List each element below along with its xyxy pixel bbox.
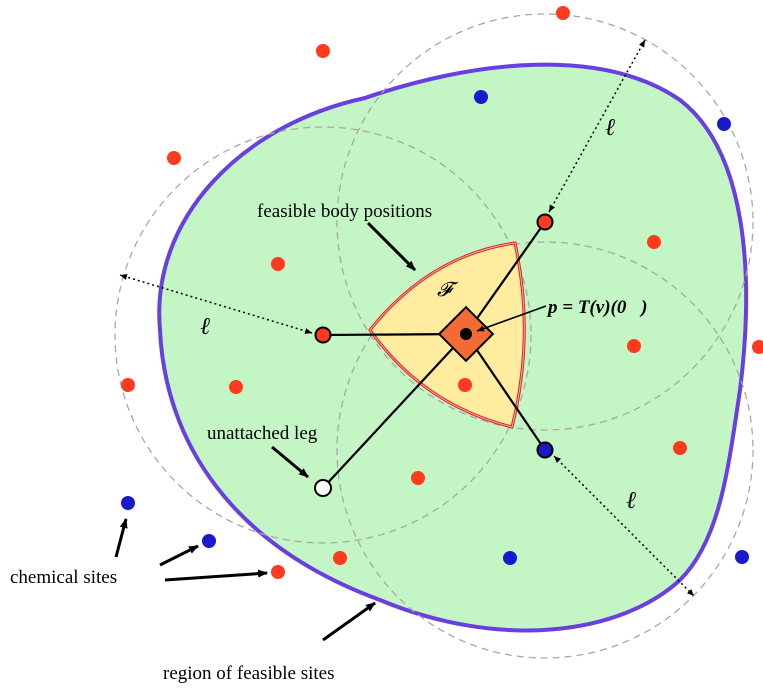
unattached-leg-end [314,479,332,497]
pointer-arrows [114,221,417,642]
red-site [333,551,347,565]
leg-end-top [536,213,554,231]
leg-end-left [314,326,332,344]
reach-circle-left [114,126,532,544]
pointer-region [322,601,376,642]
red-site [411,471,425,485]
blue-site [717,117,731,131]
blue-site [202,534,216,548]
red-site [167,151,181,165]
red-chemical-sites [121,6,763,579]
label-unattached-leg: unattached leg [207,423,318,444]
label-body-equation: p = T(v)(0⃗) [546,297,647,318]
red-site [271,257,285,271]
reach-circle-bottom [336,241,754,659]
unattached-leg-line [322,333,467,489]
pointer-unattached-leg [271,445,309,479]
blue-site [503,551,517,565]
red-site [556,6,570,20]
label-feasible-body-positions: feasible body positions [257,201,432,222]
label-chemical-sites: chemical sites [10,567,117,588]
feasible-body-region-inner-outline [369,242,525,428]
red-site [673,441,687,455]
leg-end-right [536,441,554,459]
red-site [458,378,472,392]
leg-to-right-site [465,333,546,451]
red-site [316,44,330,58]
pointer-feasible-body [366,221,417,272]
red-site [627,339,641,353]
blue-site [474,90,488,104]
red-site [121,378,135,392]
leg-to-top-site [465,221,546,335]
blue-chemical-sites [121,90,749,565]
ell-arrow-left [119,274,313,334]
reach-length-arrows [119,39,695,597]
pointer-chemical-site-2 [159,544,199,567]
red-site [271,565,285,579]
red-site [229,380,243,394]
blue-site [121,496,135,510]
label-ell-right: ℓ [626,488,636,514]
label-ell-top: ℓ [605,115,615,141]
label-region-of-feasible-sites: region of feasible sites [163,663,334,684]
pointer-chemical-site-3 [164,569,268,582]
blue-site [735,550,749,564]
pointer-chemical-site-1 [114,518,128,558]
label-ell-left: ℓ [200,314,210,340]
body-center-point [460,328,472,340]
reach-circle-top [336,13,754,431]
red-site [647,235,661,249]
red-site [752,340,763,354]
pointer-body-equation [476,305,547,332]
reach-circles [114,13,754,659]
